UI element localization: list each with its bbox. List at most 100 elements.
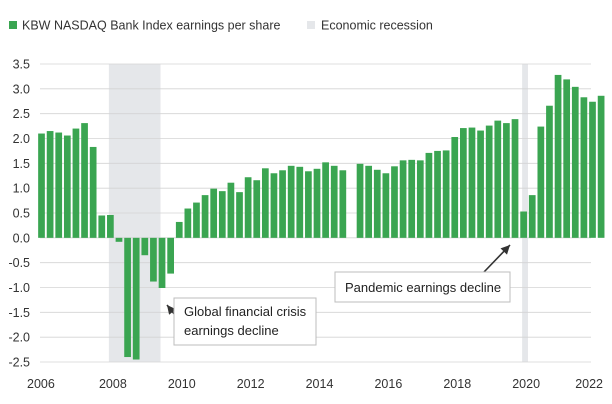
y-axis-tick-labels: 3.5 3.0 2.5 2.0 1.5 1.0 0.5 0.0 -0.5 -1.0 -1.5 -2.0…	[8, 58, 30, 370]
eps-bar	[520, 211, 527, 238]
y-tick-label: -2.5	[8, 356, 30, 370]
eps-bar	[253, 180, 261, 238]
legend: KBW NASDAQ Bank Index earnings per share…	[9, 19, 433, 33]
eps-bar	[124, 237, 131, 358]
eps-bar	[528, 195, 536, 238]
eps-bar	[339, 170, 347, 238]
eps-bar	[589, 101, 596, 238]
legend-label-recession: Economic recession	[321, 19, 433, 33]
y-tick-label: 3.0	[13, 82, 30, 96]
eps-bar	[330, 165, 338, 238]
eps-bar	[115, 237, 123, 242]
y-tick-label: 1.5	[13, 157, 30, 171]
eps-bar	[554, 74, 562, 238]
eps-bar	[416, 160, 424, 238]
y-tick-label: -0.5	[8, 256, 30, 270]
x-tick-label: 2022	[575, 377, 603, 391]
eps-bar	[167, 237, 174, 274]
eps-bar	[72, 128, 80, 238]
eps-bar	[305, 171, 312, 238]
x-tick-label: 2006	[27, 377, 55, 391]
eps-bar	[382, 173, 390, 238]
x-axis-tick-labels: 2006 2008 2010 2012 2014 2016 2018 2020 2022	[27, 377, 603, 391]
eps-bar	[313, 168, 321, 238]
eps-bar	[434, 150, 441, 238]
y-tick-label: 3.5	[13, 58, 30, 72]
eps-bar	[546, 105, 553, 238]
y-tick-label: 2.5	[13, 107, 30, 121]
eps-bar	[503, 123, 510, 238]
eps-bar	[150, 237, 157, 282]
eps-bar	[356, 163, 364, 238]
eps-bar	[63, 135, 71, 238]
x-tick-label: 2010	[168, 377, 196, 391]
arrow-head-icon	[167, 305, 177, 315]
annotation-text-financial-crisis-line2: earnings decline	[184, 323, 279, 338]
eps-bar	[89, 146, 97, 238]
eps-bar	[408, 159, 416, 238]
eps-bar	[399, 160, 407, 238]
x-tick-label: 2020	[512, 377, 540, 391]
eps-bar	[468, 127, 476, 238]
eps-bar	[442, 150, 450, 238]
annotation-text-financial-crisis-line1: Global financial crisis	[184, 304, 307, 319]
eps-bar	[279, 170, 286, 238]
eps-bar	[270, 173, 278, 238]
eps-bar	[184, 208, 192, 238]
eps-bar	[46, 131, 54, 238]
eps-bar	[107, 214, 114, 238]
eps-bar	[477, 130, 484, 238]
eps-bar	[175, 221, 183, 238]
eps-bar	[537, 126, 545, 238]
eps-bar	[218, 191, 226, 238]
annotation-pandemic: Pandemic earnings decline	[334, 244, 511, 303]
eps-bar	[261, 168, 269, 238]
annotation-text-pandemic: Pandemic earnings decline	[345, 280, 501, 295]
eps-bar	[55, 132, 63, 238]
eps-bar	[158, 237, 166, 288]
x-tick-label: 2016	[374, 377, 402, 391]
eps-bar	[391, 166, 398, 238]
x-tick-label: 2018	[443, 377, 471, 391]
arrow-head-icon	[500, 245, 510, 255]
eps-bar	[580, 97, 588, 238]
eps-bar	[460, 128, 467, 238]
x-tick-label: 2008	[99, 377, 127, 391]
legend-swatch-recession	[307, 21, 315, 29]
eps-bar	[193, 202, 200, 238]
eps-bar	[296, 166, 304, 238]
eps-bar	[201, 195, 209, 238]
eps-bar	[494, 120, 502, 238]
eps-bar	[425, 152, 433, 238]
eps-bar	[227, 182, 235, 238]
annotation-box-pandemic	[334, 271, 511, 303]
eps-bar	[597, 95, 605, 238]
eps-bar	[365, 165, 373, 238]
eps-bar	[485, 125, 493, 238]
annotation-box-financial-crisis	[173, 297, 317, 346]
eps-bar	[98, 215, 106, 238]
y-tick-label: -1.0	[8, 281, 30, 295]
y-tick-label: 1.0	[13, 182, 30, 196]
legend-swatch-eps	[9, 21, 17, 29]
y-tick-label: 0.0	[13, 231, 30, 245]
eps-bar	[38, 133, 45, 238]
x-tick-label: 2014	[306, 377, 334, 391]
y-tick-label: -2.0	[8, 331, 30, 345]
eps-bar	[81, 123, 88, 238]
x-tick-label: 2012	[237, 377, 265, 391]
y-tick-label: 0.5	[13, 207, 30, 221]
eps-bar	[236, 192, 243, 238]
eps-bar	[511, 119, 519, 238]
eps-bar	[244, 177, 252, 238]
eps-bar	[287, 165, 295, 238]
eps-bar	[571, 86, 579, 238]
eps-bar	[563, 79, 571, 238]
eps-bar	[210, 188, 218, 238]
eps-bar	[132, 237, 140, 360]
y-tick-label: -1.5	[8, 306, 30, 320]
legend-label-eps: KBW NASDAQ Bank Index earnings per share	[22, 19, 281, 33]
y-tick-label: 2.0	[13, 132, 30, 146]
eps-bar	[141, 237, 149, 256]
